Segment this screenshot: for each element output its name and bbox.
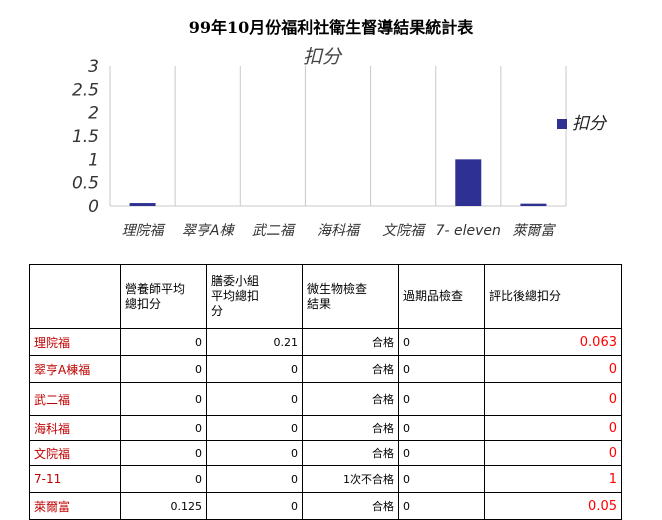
cell-total: 0.063 [484,328,622,356]
cell-total: 0 [484,440,622,466]
cell-committee: 0 [206,440,303,466]
cell-name: 文院福 [29,440,121,466]
y-tick-label: 0.5 [72,174,99,194]
cell-committee: 0 [206,492,303,520]
cell-expired: 0 [398,382,485,416]
legend-swatch [557,119,567,129]
cell-total: 0.05 [484,492,622,520]
y-tick-label: 1 [88,150,99,170]
cell-expired: 0 [398,492,485,520]
cell-total: 0 [484,355,622,383]
cell-nutri: 0 [120,440,207,466]
cell-expired: 0 [398,415,485,441]
y-tick-label: 0 [88,197,99,217]
cell-micro: 合格 [302,440,399,466]
y-axis-ticks: 0 0.5 1 1.5 2 2.5 3 [72,57,99,217]
cell-micro: 合格 [302,328,399,356]
x-tick-label: 海科福 [317,223,361,239]
y-tick-label: 1.5 [72,127,99,147]
header-nutritionist: 營養師平均總扣分 [120,264,207,329]
cell-expired: 0 [398,465,485,493]
table-row: 武二福 0 0 合格 0 0 [29,382,622,416]
table-row: 翠亨A棟福 0 0 合格 0 0 [29,355,622,383]
table-header-row: 營養師平均總扣分 膳委小組平均總扣分 微生物檢查結果 過期品檢查 評比後總扣分 [29,264,622,329]
header-expired: 過期品檢查 [398,264,485,329]
cell-committee: 0 [206,465,303,493]
x-tick-label: 翠亨A棟 [182,223,236,239]
cell-expired: 0 [398,440,485,466]
cell-nutri: 0.125 [120,492,207,520]
x-tick-label: 武二福 [252,223,296,239]
cell-total: 0 [484,382,622,416]
table-row: 海科福 0 0 合格 0 0 [29,415,622,441]
table-row: 萊爾富 0.125 0 合格 0 0.05 [29,492,622,520]
cell-name: 武二福 [29,382,121,416]
cell-nutri: 0 [120,382,207,416]
bar [129,203,156,206]
cell-nutri: 0 [120,415,207,441]
chart-title: 扣分 [303,46,343,68]
cell-expired: 0 [398,355,485,383]
cell-committee: 0 [206,355,303,383]
x-tick-label: 文院福 [382,223,426,239]
y-tick-label: 2 [88,104,99,124]
table-row: 7-11 0 0 1次不合格 0 1 [29,465,622,493]
cell-committee: 0.21 [206,328,303,356]
chart-legend: 扣分 [557,114,608,134]
cell-name: 7-11 [29,465,121,493]
table-row: 理院福 0 0.21 合格 0 0.063 [29,328,622,356]
bar [455,159,482,206]
cell-micro: 1次不合格 [302,465,399,493]
x-axis-ticks: 理院福 翠亨A棟 武二福 海科福 文院福 7- eleven 萊爾富 [122,223,557,239]
chart-grid [109,66,567,207]
cell-micro: 合格 [302,415,399,441]
table-row: 文院福 0 0 合格 0 0 [29,440,622,466]
chart-bars [129,159,547,206]
header-total: 評比後總扣分 [484,264,622,329]
cell-nutri: 0 [120,355,207,383]
cell-name: 理院福 [29,328,121,356]
cell-total: 0 [484,415,622,441]
cell-nutri: 0 [120,465,207,493]
y-tick-label: 2.5 [72,80,99,100]
y-tick-label: 3 [88,57,99,77]
x-tick-label: 理院福 [122,223,166,239]
header-committee: 膳委小組平均總扣分 [206,264,303,329]
cell-name: 萊爾富 [29,492,121,520]
cell-expired: 0 [398,328,485,356]
bar [520,203,547,206]
cell-committee: 0 [206,382,303,416]
header-microbe: 微生物檢查結果 [302,264,399,329]
legend-label: 扣分 [572,114,608,134]
cell-total: 1 [484,465,622,493]
stats-table: 營養師平均總扣分 膳委小組平均總扣分 微生物檢查結果 過期品檢查 評比後總扣分 … [29,264,622,520]
cell-name: 翠亨A棟福 [29,355,121,383]
page-title: 99年10月份福利社衛生督導結果統計表 [188,18,474,37]
x-tick-label: 萊爾富 [512,223,556,239]
cell-micro: 合格 [302,355,399,383]
cell-committee: 0 [206,415,303,441]
bar-chart: 扣分 0 0.5 1 1.5 2 2.5 3 理院福 翠亨A棟 武二福 海科福 文院福 7- elev… [72,46,608,239]
cell-micro: 合格 [302,382,399,416]
header-cell [29,264,121,329]
cell-micro: 合格 [302,492,399,520]
x-tick-label: 7- eleven [436,223,501,239]
cell-name: 海科福 [29,415,121,441]
cell-nutri: 0 [120,328,207,356]
